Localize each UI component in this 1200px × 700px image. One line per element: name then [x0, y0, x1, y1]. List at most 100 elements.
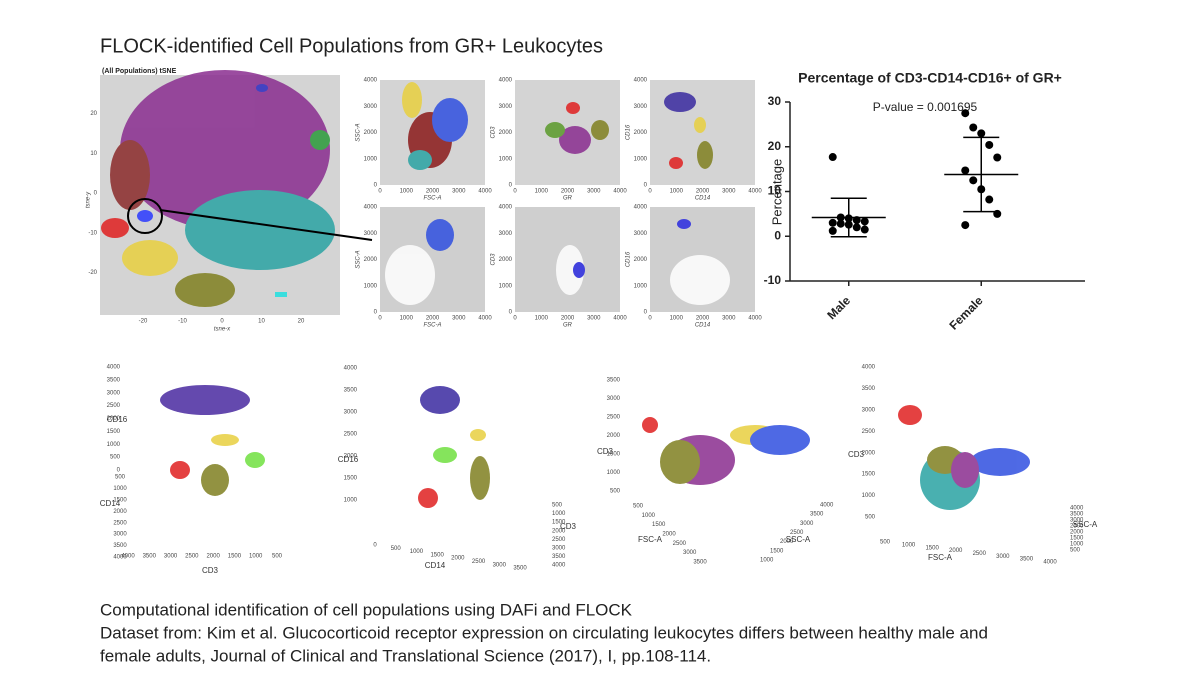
- plot3d-tick: 1000: [642, 513, 656, 519]
- plot3d-tick: 2500: [472, 559, 486, 565]
- plot3d-tick: 2000: [552, 528, 566, 534]
- data-point: [828, 218, 837, 227]
- plot3d-tick: 3000: [800, 521, 814, 527]
- panel-x-tick: 4000: [478, 189, 492, 195]
- plot3d-tick: 2500: [862, 429, 876, 435]
- plot3d-axis-label: CD3: [202, 566, 219, 575]
- plot3d-tick: 4000: [107, 365, 121, 371]
- plot3d-tick: 2500: [185, 554, 199, 560]
- plot3d-tick: 1500: [113, 497, 127, 503]
- panel-y-tick: 3000: [499, 231, 513, 237]
- plot3d-axis-label: SSC-A: [786, 535, 811, 544]
- plot3d-tick: 1000: [552, 511, 566, 517]
- plot3d-tick: 3500: [862, 386, 876, 392]
- data-point: [993, 153, 1002, 162]
- plot3d-tick: 2000: [107, 416, 121, 422]
- panel-y-tick: 2000: [634, 257, 648, 263]
- tsne-clusters: [101, 70, 335, 307]
- plot3d-tick: 4000: [1043, 560, 1057, 566]
- plot3d-tick: 2000: [862, 450, 876, 456]
- y-tick-label: -10: [764, 273, 782, 287]
- plot3d-tick: 500: [880, 540, 891, 546]
- plot3d-axis-label: CD14: [425, 561, 446, 570]
- plot3d-clouds: [160, 385, 1030, 510]
- plot3d-axis-label: CD3: [597, 447, 614, 456]
- plot3d-tick: 2000: [949, 548, 963, 554]
- data-point: [961, 166, 970, 175]
- plot3d-tick: 3500: [693, 560, 707, 566]
- panel-y-tick: 1000: [499, 283, 513, 289]
- gate-panels: [385, 82, 730, 305]
- plot3d-tick: 1500: [228, 554, 242, 560]
- y-tick-label: 20: [768, 139, 782, 153]
- caption-line: Computational identification of cell pop…: [100, 600, 633, 619]
- panel-x-tick: 1000: [400, 189, 414, 195]
- panel-x-tick: 1000: [670, 189, 684, 195]
- plot3d-tick: 1000: [607, 470, 621, 476]
- data-point: [961, 221, 970, 230]
- data-point: [860, 217, 869, 226]
- plot3d-tick: 0: [117, 468, 121, 474]
- plot3d-tick: 500: [115, 475, 126, 481]
- panel-y-tick: 2000: [364, 130, 378, 136]
- panel-x-label: FSC-A: [424, 323, 442, 329]
- plot3d-tick: 3000: [107, 390, 121, 396]
- plot3d-tick: 1500: [770, 548, 784, 554]
- plot3d-tick: 2500: [607, 415, 621, 421]
- data-point: [969, 123, 978, 132]
- plot3d-tick: 2000: [344, 454, 358, 460]
- panel-y-tick: 2000: [634, 130, 648, 136]
- panel-x-tick: 0: [648, 189, 652, 195]
- tsne-y-tick: -20: [88, 270, 97, 276]
- plot3d-tick: 2000: [206, 554, 220, 560]
- plot3d-tick: 0: [373, 543, 377, 549]
- plot3d-tick: 1500: [652, 522, 666, 528]
- panel-x-tick: 3000: [587, 189, 601, 195]
- panel-x-tick: 3000: [587, 316, 601, 322]
- panel-y-label: SSC-A: [356, 250, 362, 268]
- plot3d-axis-label: CD16: [338, 455, 359, 464]
- panel-y-tick: 3000: [499, 104, 513, 110]
- plot3d-tick: 1000: [107, 442, 121, 448]
- caption-line: Dataset from: Kim et al. Glucocorticoid …: [100, 623, 988, 642]
- plot3d-tick: 1000: [113, 486, 127, 492]
- plot3d-tick: 500: [1070, 548, 1081, 554]
- panel-blobs: [385, 82, 730, 305]
- tsne-y-tick: -10: [88, 230, 97, 236]
- plot3d-tick: 2500: [973, 551, 987, 557]
- panel-x-tick: 1000: [535, 316, 549, 322]
- plot3d-tick: 4000: [1070, 506, 1084, 512]
- plot3d-tick: 3000: [607, 396, 621, 402]
- panel-x-tick: 3000: [452, 316, 466, 322]
- plot3d-tick: 500: [610, 489, 621, 495]
- plot3d-tick: 3000: [164, 554, 178, 560]
- plot3d-tick: 3000: [683, 550, 697, 556]
- plot3d-tick: 1500: [344, 476, 358, 482]
- plot3d-tick: 2000: [662, 532, 676, 538]
- panel-y-tick: 4000: [364, 205, 378, 211]
- plot3d-tick: 4000: [820, 503, 834, 509]
- data-point: [828, 226, 837, 235]
- plot3d-tick: 500: [865, 515, 876, 521]
- chart-title: Percentage of CD3-CD14-CD16+ of GR+: [798, 70, 1062, 86]
- plot3d-tick: 2500: [790, 530, 804, 536]
- data-point: [977, 129, 986, 138]
- tsne-x-label: tsne-x: [214, 327, 231, 333]
- panel-x-tick: 4000: [748, 189, 762, 195]
- plot3d-tick: 2500: [673, 541, 687, 547]
- tsne-y-label: tsne-y: [86, 191, 92, 208]
- plot3d-tick: 500: [391, 546, 402, 552]
- plot3d-tick: 3000: [493, 562, 507, 568]
- tsne-y-tick: 20: [90, 111, 97, 117]
- panel-y-tick: 1000: [499, 156, 513, 162]
- panel-y-tick: 2000: [499, 257, 513, 263]
- panel-x-tick: 4000: [478, 316, 492, 322]
- panel-x-tick: 2000: [696, 189, 710, 195]
- plot3d-axis-label: CD16: [107, 415, 128, 424]
- panel-x-label: CD14: [695, 196, 711, 202]
- data-point: [860, 225, 869, 234]
- plot3d-tick: 3500: [552, 554, 566, 560]
- tsne-y-tick: 10: [90, 151, 97, 157]
- tsne-x-tick: 0: [220, 319, 224, 325]
- panel-x-tick: 0: [378, 189, 382, 195]
